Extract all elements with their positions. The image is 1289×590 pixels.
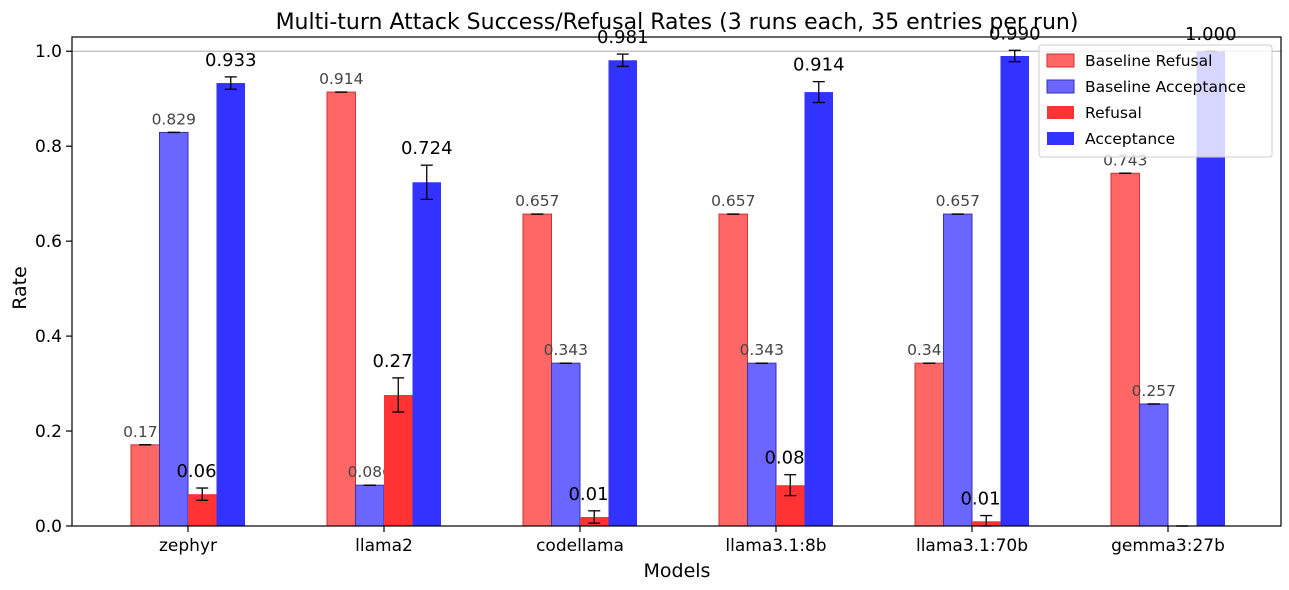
legend-box — [1038, 44, 1273, 158]
y-tick-label: 0.4 — [35, 327, 62, 347]
plot-frame — [71, 36, 1282, 527]
x-tick-label: zephyr — [159, 536, 217, 556]
data-label: 0.067 — [176, 461, 228, 482]
x-axis-label: Models — [644, 560, 711, 582]
bar — [608, 60, 637, 526]
data-label: 0.657 — [515, 192, 559, 210]
data-label: 1.000 — [1185, 24, 1237, 45]
data-label: 0.343 — [740, 341, 784, 359]
legend-label: Acceptance — [1085, 130, 1175, 148]
data-label: 0.010 — [960, 489, 1012, 510]
data-label: 0.276 — [372, 351, 424, 372]
y-tick-label: 0.0 — [35, 517, 62, 537]
data-label: 0.343 — [907, 341, 951, 359]
y-tick-label: 0.6 — [35, 232, 62, 252]
bar — [1110, 172, 1140, 527]
data-label: 0.724 — [401, 138, 453, 159]
bar — [326, 91, 356, 527]
bar — [551, 362, 581, 527]
legend-swatch — [1046, 53, 1075, 68]
legend-label: Baseline Acceptance — [1085, 78, 1246, 96]
legend-label: Baseline Refusal — [1085, 52, 1212, 70]
x-tick-label: llama3.1:8b — [725, 536, 826, 556]
bar — [1139, 403, 1169, 527]
bar — [914, 362, 944, 527]
data-label: 0.657 — [711, 192, 755, 210]
data-label: 0.171 — [123, 423, 167, 441]
y-tick-label: 0.2 — [35, 422, 62, 442]
bar — [412, 182, 441, 526]
bar — [1000, 55, 1029, 526]
data-label: 0.829 — [152, 110, 196, 128]
bar — [130, 444, 160, 527]
data-label: 0.933 — [205, 50, 257, 71]
data-label: 0.914 — [319, 70, 363, 88]
data-label: 0.990 — [989, 23, 1041, 44]
legend-swatch — [1047, 132, 1074, 145]
data-label: 0.257 — [1132, 382, 1176, 400]
x-tick-label: gemma3:27b — [1111, 536, 1225, 556]
legend-label: Refusal — [1085, 104, 1142, 122]
x-tick-label: llama2 — [355, 536, 413, 556]
data-label: 0.343 — [544, 341, 588, 359]
data-label: 0.657 — [936, 192, 980, 210]
bar — [384, 394, 413, 526]
data-label: 0.086 — [764, 448, 816, 469]
chart-title: Multi-turn Attack Success/Refusal Rates … — [276, 10, 1079, 35]
legend-swatch — [1047, 106, 1074, 119]
bar — [216, 83, 245, 526]
bar — [718, 213, 748, 527]
y-axis-label: Rate — [9, 266, 31, 310]
bar — [747, 362, 777, 527]
bar — [943, 213, 973, 527]
bar — [355, 484, 385, 527]
x-tick-label: llama3.1:70b — [916, 536, 1028, 556]
y-tick-label: 0.8 — [35, 137, 62, 157]
data-label: 0.914 — [793, 55, 845, 76]
data-label: 0.086 — [348, 463, 392, 481]
bar — [522, 213, 552, 527]
legend-swatch — [1046, 79, 1075, 94]
legend: Baseline Refusal Baseline Acceptance Refus… — [1038, 44, 1273, 158]
x-tick-label: codellama — [536, 536, 624, 556]
y-tick-label: 1.0 — [35, 42, 62, 62]
bar — [804, 92, 833, 527]
data-label: 0.019 — [568, 484, 620, 505]
